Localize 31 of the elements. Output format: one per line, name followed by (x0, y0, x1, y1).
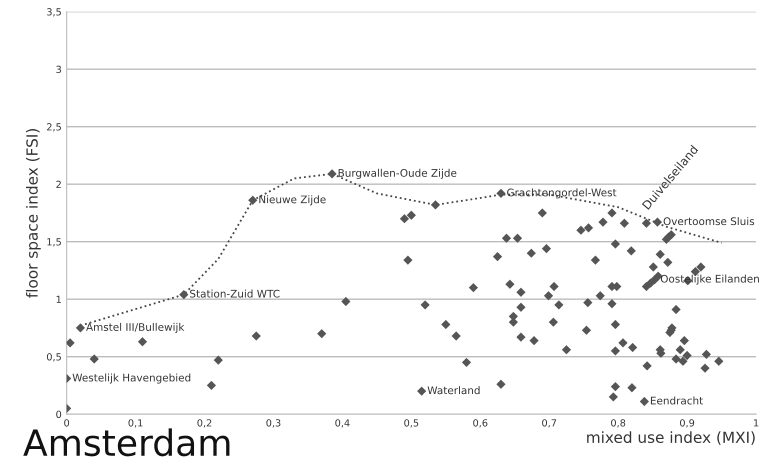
annotation: Grachtengordel-West (507, 188, 616, 198)
y-tick-label: 2 (56, 180, 61, 188)
y-axis-title: floor space index (FSI) (26, 129, 41, 298)
x-tick-label: 1 (754, 419, 758, 426)
x-tick-label: 0,1 (128, 419, 142, 428)
x-tick-label: 0,2 (197, 419, 212, 428)
annotation: Eendracht (650, 396, 703, 405)
annotation: Waterland (428, 386, 480, 394)
x-tick-label: 0 (64, 419, 70, 427)
y-tick-label: 0 (56, 410, 62, 418)
annotation: Station-Zuid WTC (190, 290, 280, 298)
x-tick-label: 0,9 (680, 419, 694, 428)
y-tick-label: 3 (56, 66, 61, 74)
x-tick-label: 0,4 (335, 419, 350, 428)
x-tick-label: 0,5 (404, 419, 418, 428)
x-axis-title: mixed use index (MXI) (587, 431, 755, 445)
text: Amsterdam (23, 428, 230, 456)
annotation: Overtoomse Sluis (664, 217, 754, 226)
y-tick-label: 0,5 (46, 353, 61, 362)
y-tick-label: 2,5 (47, 123, 61, 132)
y-tick-label: 1,5 (47, 238, 61, 247)
annotation: Amstel III/Bullewijk (86, 322, 184, 333)
y-tick-label: 3,5 (47, 8, 61, 17)
x-tick-label: 0,3 (266, 419, 280, 428)
x-tick-label: 0,7 (542, 419, 556, 428)
annotation: Westelijk Havengebied (72, 373, 190, 384)
annotation: Burgwallen-Oude Zijde (338, 168, 456, 179)
x-tick-label: 0,6 (473, 419, 488, 428)
y-tick-label: 1 (56, 296, 61, 303)
annotation: Nieuwe Zijde (259, 195, 326, 206)
x-tick-label: 0,8 (611, 419, 626, 428)
